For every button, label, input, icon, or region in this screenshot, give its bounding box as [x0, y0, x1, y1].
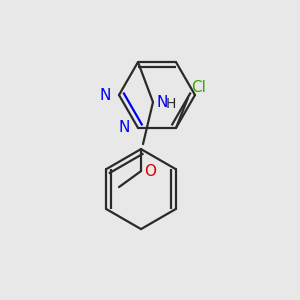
Text: Cl: Cl — [191, 80, 206, 95]
Text: H: H — [166, 97, 176, 111]
Text: N: N — [118, 120, 130, 135]
Text: O: O — [144, 164, 156, 178]
Text: N: N — [157, 94, 168, 110]
Text: N: N — [100, 88, 111, 103]
